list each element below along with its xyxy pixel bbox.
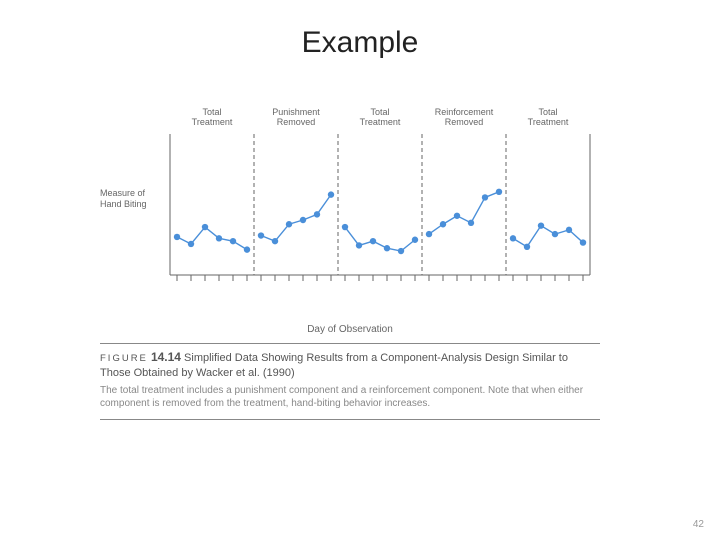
- phase-label: Reinforcement Removed: [429, 108, 499, 128]
- figure-caption-body: The total treatment includes a punishmen…: [100, 384, 600, 411]
- chart-area: Measure of Hand Biting Total TreatmentPu…: [100, 100, 600, 320]
- chart-svg: [100, 100, 600, 320]
- figure-word: FIGURE: [100, 353, 148, 364]
- figure-region: Measure of Hand Biting Total TreatmentPu…: [100, 100, 600, 420]
- figure-number: 14.14: [151, 350, 181, 364]
- slide-title: Example: [0, 0, 720, 70]
- page-number: 42: [693, 519, 704, 530]
- x-axis-label: Day of Observation: [100, 324, 600, 335]
- phase-label: Total Treatment: [177, 108, 247, 128]
- figure-caption-title: FIGURE 14.14 Simplified Data Showing Res…: [100, 350, 600, 380]
- phase-label: Total Treatment: [345, 108, 415, 128]
- phase-label: Total Treatment: [513, 108, 583, 128]
- caption-block: FIGURE 14.14 Simplified Data Showing Res…: [100, 343, 600, 420]
- phase-label: Punishment Removed: [261, 108, 331, 128]
